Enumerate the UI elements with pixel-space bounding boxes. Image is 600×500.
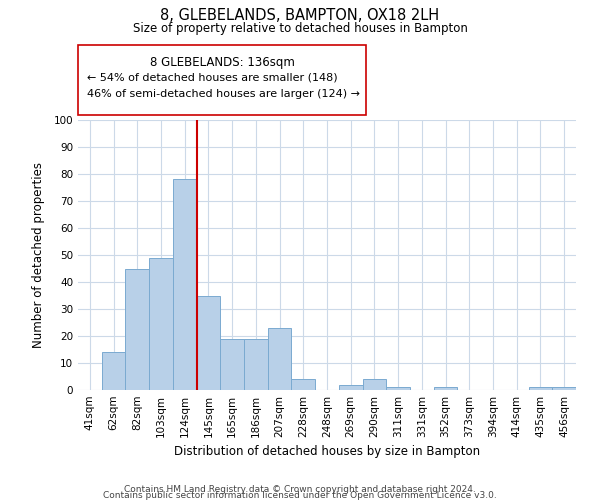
Bar <box>197 296 220 390</box>
Bar <box>434 388 457 390</box>
Bar <box>244 338 268 390</box>
Text: 8 GLEBELANDS: 136sqm: 8 GLEBELANDS: 136sqm <box>149 56 295 69</box>
Text: Size of property relative to detached houses in Bampton: Size of property relative to detached ho… <box>133 22 467 35</box>
Bar <box>102 352 125 390</box>
Y-axis label: Number of detached properties: Number of detached properties <box>32 162 45 348</box>
Bar <box>552 388 576 390</box>
Bar <box>220 338 244 390</box>
Bar <box>362 379 386 390</box>
Text: Contains public sector information licensed under the Open Government Licence v3: Contains public sector information licen… <box>103 491 497 500</box>
Bar <box>173 180 197 390</box>
Bar <box>339 384 362 390</box>
Bar <box>529 388 552 390</box>
Text: 46% of semi-detached houses are larger (124) →: 46% of semi-detached houses are larger (… <box>87 89 360 99</box>
Text: ← 54% of detached houses are smaller (148): ← 54% of detached houses are smaller (14… <box>87 72 338 83</box>
Bar <box>386 388 410 390</box>
Bar <box>149 258 173 390</box>
X-axis label: Distribution of detached houses by size in Bampton: Distribution of detached houses by size … <box>174 446 480 458</box>
Bar <box>268 328 292 390</box>
Bar <box>292 379 315 390</box>
Text: 8, GLEBELANDS, BAMPTON, OX18 2LH: 8, GLEBELANDS, BAMPTON, OX18 2LH <box>160 8 440 22</box>
Text: Contains HM Land Registry data © Crown copyright and database right 2024.: Contains HM Land Registry data © Crown c… <box>124 484 476 494</box>
Bar <box>125 268 149 390</box>
